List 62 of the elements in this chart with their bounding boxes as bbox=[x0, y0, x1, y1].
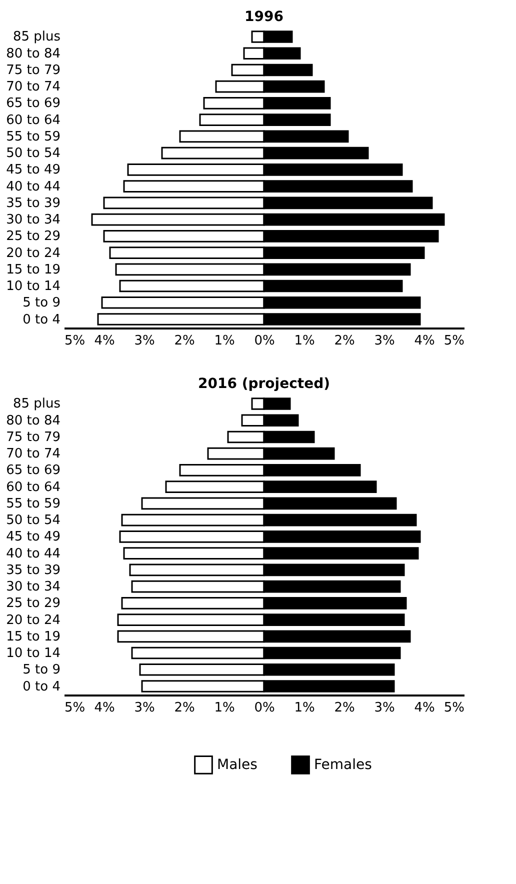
x-tick-label: 1% bbox=[294, 334, 315, 348]
x-tick-label: 3% bbox=[134, 334, 155, 348]
x-tick-label: 2% bbox=[334, 334, 355, 348]
y-tick-label: 75 to 79 bbox=[6, 62, 60, 78]
y-tick-label: 15 to 19 bbox=[6, 629, 60, 644]
x-tick-label: 3% bbox=[374, 334, 395, 348]
x-tick-label: 5% bbox=[444, 334, 464, 348]
x-tick-label: 3% bbox=[374, 700, 395, 716]
y-tick-label: 45 to 49 bbox=[6, 162, 60, 178]
y-tick-label: 30 to 34 bbox=[6, 212, 60, 228]
y-tick-label: 25 to 29 bbox=[6, 229, 60, 244]
x-tick-label: 5% bbox=[444, 700, 464, 716]
y-tick-label: 25 to 29 bbox=[6, 596, 60, 612]
y-tick-label: 75 to 79 bbox=[6, 430, 60, 445]
x-tick-label: 0% bbox=[254, 334, 275, 348]
y-tick-label: 35 to 39 bbox=[6, 562, 60, 578]
y-tick-label: 70 to 74 bbox=[6, 446, 60, 462]
y-tick-label: 40 to 44 bbox=[6, 546, 60, 562]
y-tick-label: 5 to 9 bbox=[22, 296, 60, 311]
x-tick-label: 4% bbox=[94, 700, 115, 716]
legend-label: Males bbox=[217, 756, 258, 773]
y-tick-label: 0 to 4 bbox=[22, 679, 60, 694]
x-tick-label: 3% bbox=[134, 700, 155, 716]
chart-title: 1996 bbox=[244, 9, 284, 25]
x-tick-label: 1% bbox=[214, 334, 235, 348]
y-tick-label: 60 to 64 bbox=[6, 480, 60, 495]
y-tick-label: 55 to 59 bbox=[6, 496, 60, 512]
y-tick-label: 30 to 34 bbox=[6, 580, 60, 595]
y-tick-label: 15 to 19 bbox=[6, 262, 60, 278]
x-tick-label: 1% bbox=[294, 700, 315, 716]
y-tick-label: 60 to 64 bbox=[6, 112, 60, 128]
y-tick-label: 55 to 59 bbox=[6, 129, 60, 144]
y-tick-label: 40 to 44 bbox=[6, 179, 60, 194]
x-tick-label: 5% bbox=[64, 700, 86, 716]
x-tick-label: 2% bbox=[174, 700, 195, 716]
y-tick-label: 80 to 84 bbox=[6, 413, 60, 428]
y-tick-label: 20 to 24 bbox=[6, 246, 60, 261]
y-tick-label: 50 to 54 bbox=[6, 146, 60, 162]
y-tick-label: 45 to 49 bbox=[6, 530, 60, 545]
y-tick-label: 85 plus bbox=[12, 30, 61, 45]
x-tick-label: 5% bbox=[64, 334, 86, 348]
y-tick-label: 5 to 9 bbox=[22, 662, 60, 678]
y-tick-label: 65 to 69 bbox=[6, 463, 60, 478]
y-tick-label: 65 to 69 bbox=[6, 96, 60, 112]
x-tick-label: 4% bbox=[414, 334, 435, 348]
x-tick-label: 2% bbox=[334, 700, 355, 716]
y-tick-label: 20 to 24 bbox=[6, 612, 60, 628]
y-tick-label: 10 to 14 bbox=[6, 646, 60, 662]
y-tick-label: 10 to 14 bbox=[6, 279, 60, 294]
y-tick-label: 80 to 84 bbox=[6, 46, 60, 62]
x-tick-label: 1% bbox=[214, 700, 235, 716]
y-tick-label: 50 to 54 bbox=[6, 513, 60, 528]
legend-label: Females bbox=[314, 756, 372, 773]
x-tick-label: 0% bbox=[254, 700, 275, 716]
y-tick-label: 70 to 74 bbox=[6, 80, 60, 95]
y-tick-label: 85 plus bbox=[12, 396, 61, 412]
x-tick-label: 4% bbox=[414, 700, 435, 716]
y-tick-label: 35 to 39 bbox=[6, 196, 60, 211]
chart-title: 2016 (projected) bbox=[198, 376, 330, 392]
x-tick-label: 2% bbox=[174, 334, 195, 348]
y-tick-label: 0 to 4 bbox=[22, 312, 60, 328]
x-tick-label: 4% bbox=[94, 334, 115, 348]
